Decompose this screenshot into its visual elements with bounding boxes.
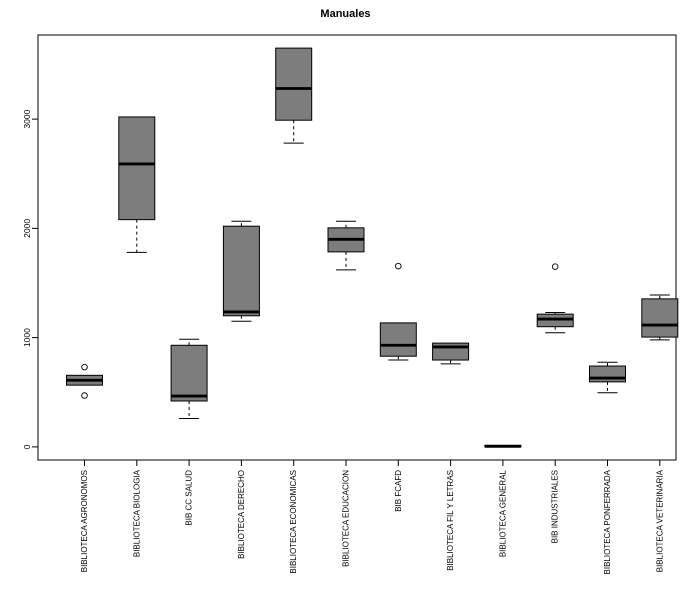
- x-tick-label: BIBLIOTECA AGRONOMOS: [80, 470, 89, 572]
- x-tick-label: BIB CC SALUD: [185, 470, 194, 526]
- boxplot-box: [118, 116, 156, 253]
- boxplot-box: [222, 220, 260, 322]
- iqr-box: [118, 116, 156, 221]
- x-tick-label: BIB INDUSTRIALES: [551, 470, 560, 543]
- y-tick-label: 3000: [22, 109, 32, 128]
- x-tick-label: BIBLIOTECA EDUCACION: [342, 470, 351, 567]
- y-tick-label: 0: [22, 444, 32, 449]
- iqr-box: [641, 298, 679, 338]
- y-tick-label: 1000: [22, 328, 32, 347]
- boxplot-box: [327, 220, 365, 271]
- boxplot-box: [170, 338, 208, 419]
- x-tick-label: BIBLIOTECA GENERAL: [498, 469, 507, 557]
- x-tick-label: BIBLIOTECA FIL Y LETRAS: [446, 470, 455, 571]
- outlier-point: [81, 363, 88, 371]
- boxplot-box: [641, 294, 679, 341]
- outlier-point: [81, 392, 88, 399]
- x-tick-label: BIBLIOTECA ECONOMICAS: [289, 470, 298, 574]
- iqr-box: [589, 365, 626, 383]
- boxplot-box: [536, 263, 574, 334]
- boxplot-box: [275, 47, 313, 144]
- outlier-point: [395, 262, 402, 270]
- boxplot-box: [484, 444, 522, 448]
- x-tick-label: BIBLIOTECA PONFERRADA: [603, 469, 612, 574]
- iqr-box: [170, 344, 208, 402]
- boxplot-box: [432, 342, 470, 365]
- plot-frame: [37, 34, 677, 461]
- y-tick-label: 2000: [22, 219, 32, 238]
- outlier-point: [551, 263, 559, 270]
- iqr-box: [222, 225, 260, 317]
- boxplot-box: [589, 361, 626, 394]
- iqr-box: [275, 47, 313, 121]
- x-tick-label: BIBLIOTECA BIOLOGIA: [132, 469, 141, 557]
- x-tick-label: BIBLIOTECA DERECHO: [237, 470, 246, 559]
- chart-title: Manuales: [320, 8, 371, 20]
- iqr-box: [379, 322, 417, 357]
- x-tick-label: BIBLIOTECA VETERINARIA: [655, 469, 664, 572]
- boxplot-box: [379, 262, 417, 361]
- x-tick-label: BIB FCAFD: [394, 470, 403, 512]
- boxplot-box: [66, 363, 103, 399]
